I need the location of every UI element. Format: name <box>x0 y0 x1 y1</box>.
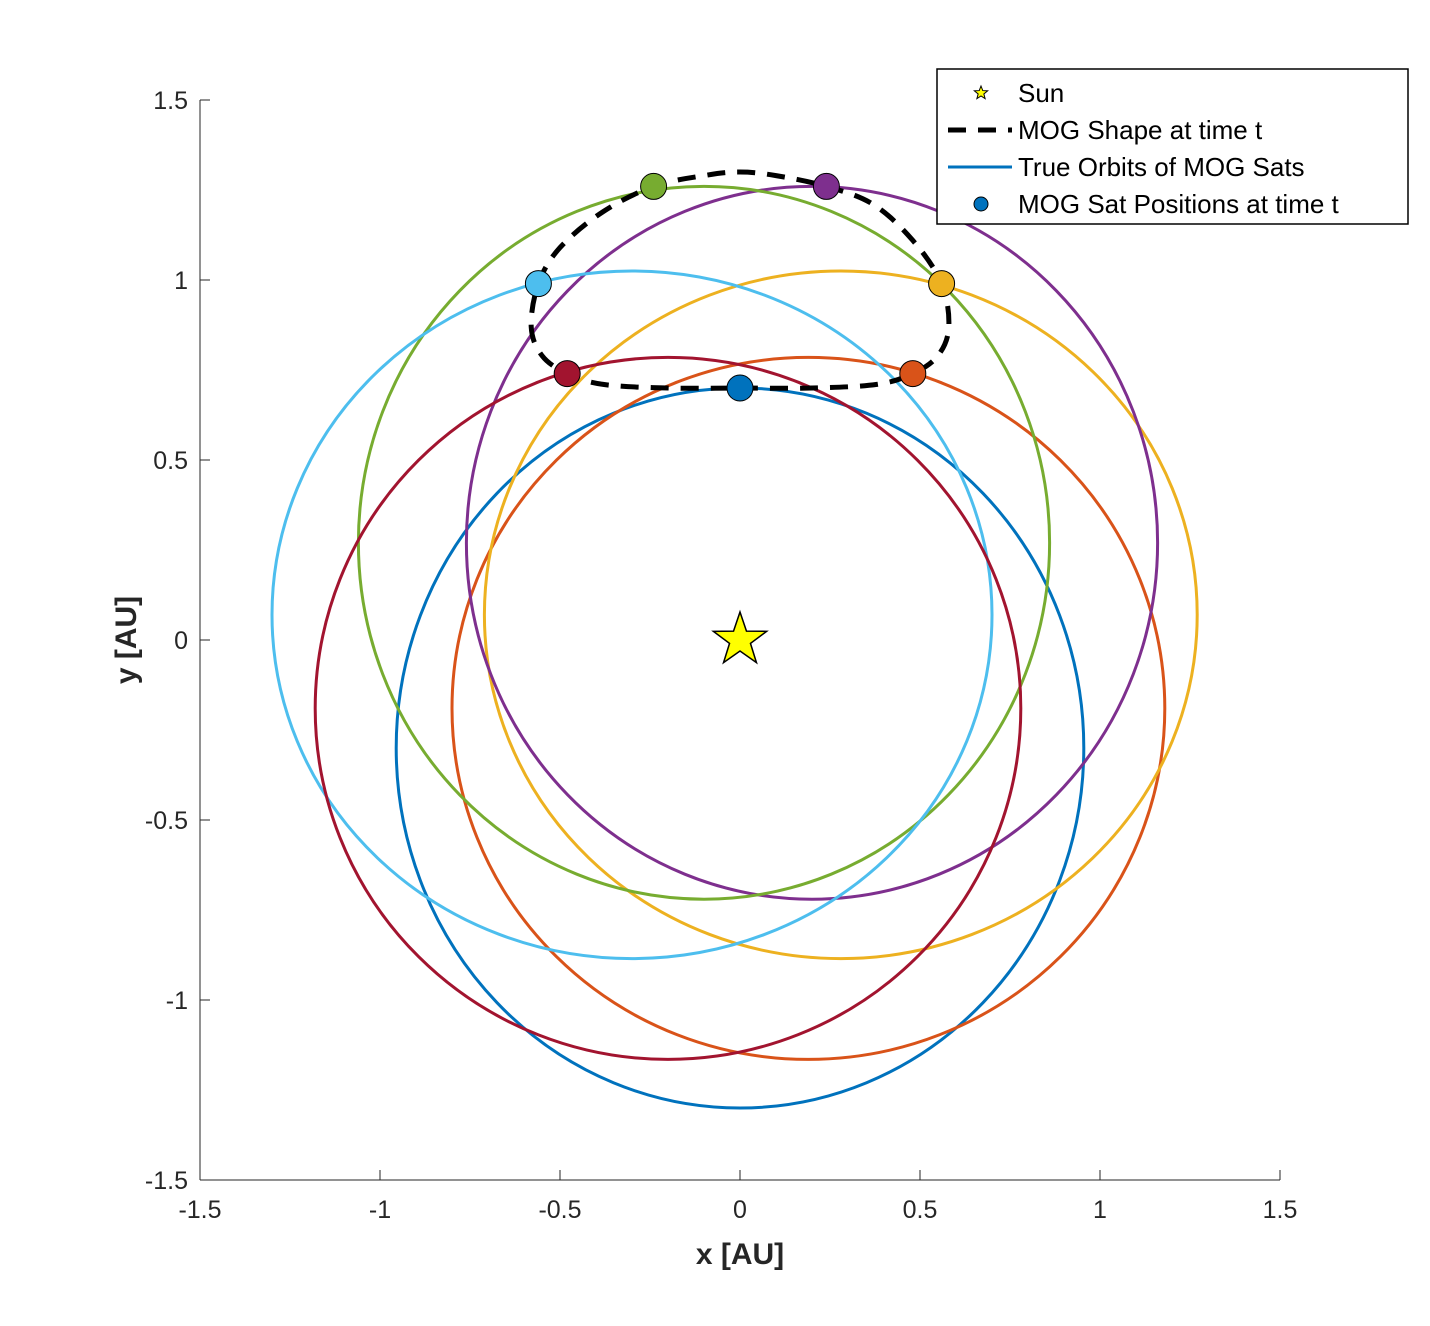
sat-marker-1 <box>726 374 754 402</box>
y-tick-label: 0.5 <box>153 447 188 475</box>
legend: Sun MOG Shape at time t True Orbits of MOG… <box>936 68 1409 225</box>
sat-marker-3 <box>928 270 956 298</box>
sun-marker <box>711 609 769 665</box>
orbit-line-1 <box>394 386 1086 1110</box>
legend-label: MOG Shape at time t <box>1018 115 1263 145</box>
sat-marker-5 <box>640 172 668 200</box>
legend-label: True Orbits of MOG Sats <box>1018 152 1305 182</box>
orbit-line-4 <box>464 184 1160 901</box>
x-tick-label: 1 <box>1093 1196 1107 1224</box>
y-tick-label: -1.5 <box>145 1167 188 1195</box>
y-tick-label: 0 <box>174 627 188 655</box>
x-tick-label: -1.5 <box>178 1196 221 1224</box>
y-tick-label: -1 <box>166 987 188 1015</box>
legend-dot-icon <box>973 196 989 212</box>
orbit-line-2 <box>450 355 1167 1061</box>
legend-label: MOG Sat Positions at time t <box>1018 189 1340 219</box>
sat-marker-4 <box>812 172 840 200</box>
orbit-line-6 <box>270 269 994 961</box>
x-axis-title: x [AU] <box>696 1238 784 1271</box>
sat-marker-6 <box>524 270 552 298</box>
x-tick-label: 0 <box>733 1196 747 1224</box>
legend-label: Sun <box>1018 78 1064 108</box>
mog-shape-line <box>528 169 952 391</box>
y-axis-title: y [AU] <box>110 596 143 684</box>
plot-area <box>270 169 1199 1110</box>
legend-box <box>936 68 1409 225</box>
x-tick-label: -0.5 <box>538 1196 581 1224</box>
y-tick-label: 1 <box>174 267 188 295</box>
orbit-line-3 <box>482 269 1199 961</box>
y-tick-label: -0.5 <box>145 807 188 835</box>
y-tick-label: 1.5 <box>153 87 188 115</box>
sat-marker-7 <box>553 360 581 388</box>
legend-sun-star-icon <box>973 84 989 100</box>
x-tick-label: 0.5 <box>903 1196 938 1224</box>
axes: -1.5 -1 -0.5 0 0.5 1 1.5 -1.5 -1 -0.5 0 0.5 1 1.5 <box>145 87 1297 1224</box>
orbit-line-7 <box>313 355 1023 1061</box>
x-tick-label: -1 <box>369 1196 391 1224</box>
x-tick-label: 1.5 <box>1263 1196 1298 1224</box>
sat-marker-2 <box>899 360 927 388</box>
